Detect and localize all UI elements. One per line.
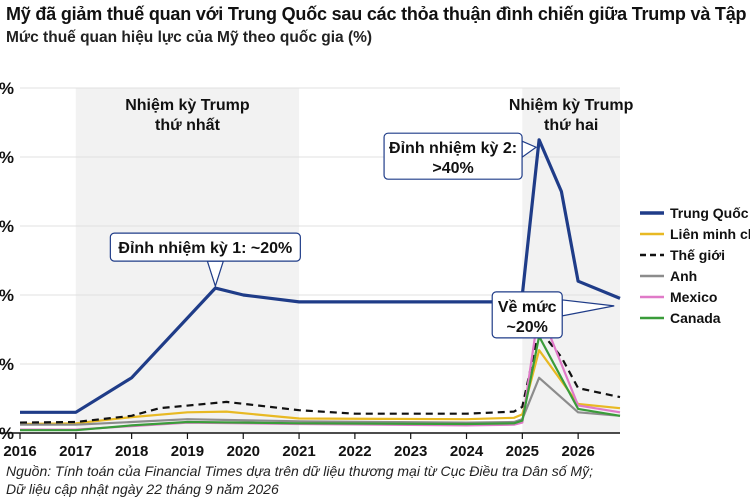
x-tick-label: 2023 xyxy=(394,443,427,460)
annotation-box xyxy=(109,232,301,262)
x-tick-label: 2016 xyxy=(3,443,36,460)
source-line-1: Nguồn: Tính toán của Financial Times dựa… xyxy=(6,463,593,479)
x-tick-label: 2025 xyxy=(506,443,539,460)
period-label-1: Nhiệm kỳ Trump xyxy=(125,97,250,114)
legend-label: Thế giới xyxy=(670,247,725,263)
x-tick-label: 2022 xyxy=(338,443,371,460)
period-label-2: Nhiệm kỳ Trump xyxy=(509,97,634,114)
y-tick-label: % xyxy=(0,217,14,236)
y-tick-label: % xyxy=(0,355,14,374)
series-line-canada xyxy=(20,335,621,432)
tariff-line-chart: %%%%%%2016 2017 2018 2019 2020 2021 2022 2023 20… xyxy=(0,79,750,460)
y-tick-label: % xyxy=(0,79,14,98)
source-note: Nguồn: Tính toán của Financial Times dựa… xyxy=(6,462,750,498)
legend-label: Anh xyxy=(670,268,697,284)
series-line-trung-quốc xyxy=(20,138,621,414)
annotation-text: ~20% xyxy=(507,319,548,336)
x-tick-label: 2024 xyxy=(450,443,484,460)
annotation-box xyxy=(383,132,523,180)
annotation-box xyxy=(491,291,563,339)
x-tick-label: 2020 xyxy=(227,443,260,460)
annotation-text: Về mức xyxy=(498,299,557,316)
source-line-2: Dữ liệu cập nhật ngày 22 tháng 9 năm 202… xyxy=(6,481,279,497)
legend-label: Mexico xyxy=(670,289,717,305)
chart-subtitle: Mức thuế quan hiệu lực của Mỹ theo quốc … xyxy=(6,29,373,46)
x-tick-label: 2018 xyxy=(115,443,148,460)
y-tick-label: % xyxy=(0,286,14,305)
legend-label: Liên minh châu Âu xyxy=(670,225,750,242)
x-tick-label: 2017 xyxy=(59,443,92,460)
legend-label: Trung Quốc xyxy=(670,205,749,221)
annotation-text: >40% xyxy=(432,160,473,177)
period-label-1: thứ nhất xyxy=(155,117,221,134)
y-tick-label: % xyxy=(0,148,14,167)
series-line-anh xyxy=(20,376,621,426)
x-tick-label: 2021 xyxy=(282,443,315,460)
x-tick-label: 2026 xyxy=(561,443,594,460)
annotation-text: Đỉnh nhiệm kỳ 1: ~20% xyxy=(118,240,292,257)
legend-label: Canada xyxy=(670,310,721,326)
annotation-text: Đỉnh nhiệm kỳ 2: xyxy=(389,140,517,157)
chart-title: Mỹ đã giảm thuế quan với Trung Quốc sau … xyxy=(6,4,747,24)
period-label-2: thứ hai xyxy=(544,117,598,134)
x-tick-label: 2019 xyxy=(171,443,204,460)
series-line-liên-minh-châu-âu xyxy=(19,349,621,426)
